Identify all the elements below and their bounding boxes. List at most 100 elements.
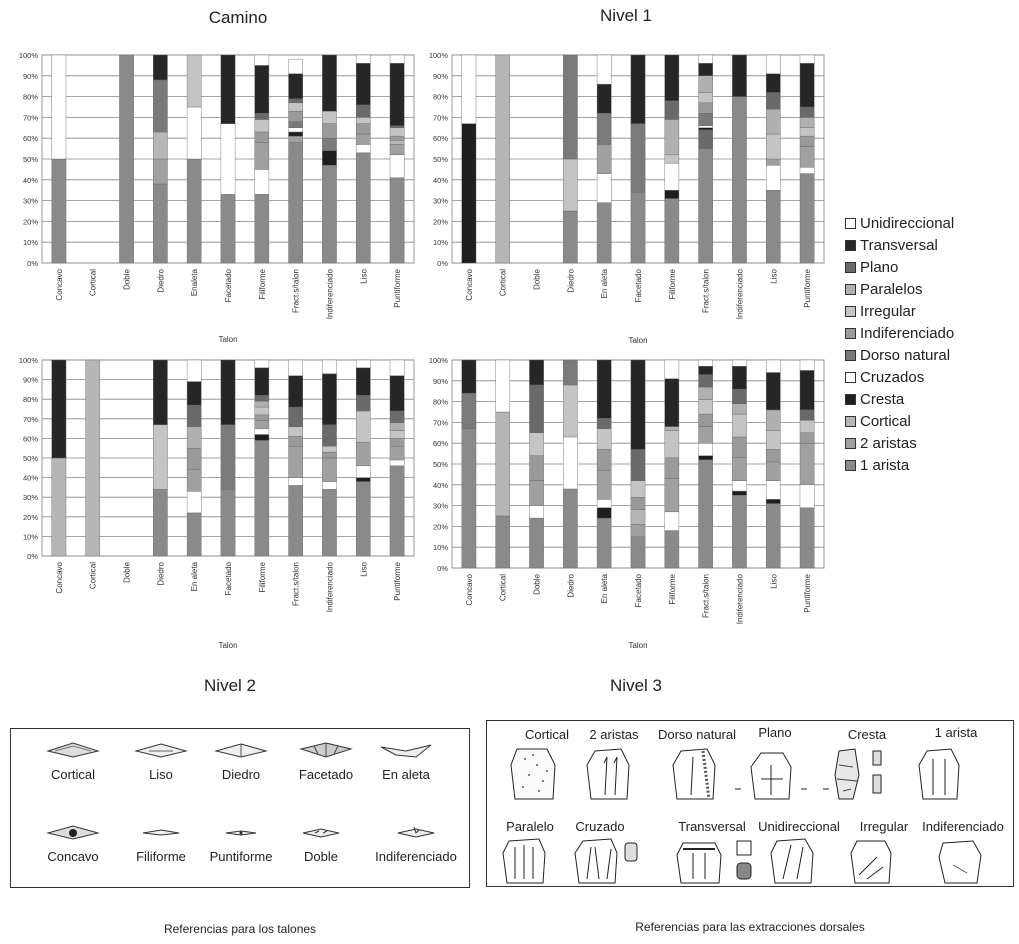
bar-segment-indiferenciado <box>355 123 371 135</box>
y-tick-label: 20% <box>23 513 38 522</box>
bar-segment-2-aristas <box>288 446 303 478</box>
bar-segment-transversal <box>461 359 477 394</box>
bar-segment-2-aristas <box>355 442 371 467</box>
bar-segment-cortical <box>495 54 511 264</box>
legend-label: Cresta <box>860 390 905 408</box>
bar-segment-1-arista <box>389 465 405 557</box>
bar-segment-unidireccional <box>596 54 612 85</box>
legend-item: Irregular <box>845 300 954 322</box>
talones-reference-box: Cortical Liso Diedro Facetado En aleta C… <box>10 728 470 888</box>
bar-segment-1-arista <box>563 488 578 569</box>
x-tick-label: Doble <box>123 268 132 289</box>
bar-segment-2-aristas <box>799 146 815 168</box>
talon-facetado-icon <box>276 739 376 764</box>
bar-segment-plano <box>596 418 612 429</box>
bar-segment-transversal <box>254 65 270 114</box>
bar-segment-1-arista <box>355 481 371 557</box>
x-tick-label: Cortical <box>89 269 98 296</box>
legend-label: Dorso natural <box>860 346 951 364</box>
bar-segment-indiferenciado <box>288 436 303 447</box>
bar-segment-transversal <box>355 367 371 396</box>
bar-segment-2-aristas <box>389 446 405 461</box>
bar-segment-irregular <box>322 446 337 453</box>
x-tick-label: Doble <box>533 573 542 594</box>
x-tick-label: Facetado <box>224 561 233 595</box>
bar-segment-irregular <box>799 127 815 137</box>
talon-label-doble: Doble <box>304 849 338 864</box>
y-tick-label: 10% <box>433 543 448 552</box>
bar-segment-1-arista <box>596 202 612 264</box>
legend-swatch <box>845 327 856 339</box>
bar-segment-cruzados <box>288 477 303 486</box>
bar-segment-cruzados <box>389 459 405 467</box>
bar-segment-unidireccional <box>698 359 713 367</box>
x-tick-label: Doble <box>533 268 542 289</box>
bar-segment-2-aristas <box>732 457 747 481</box>
bar-segment-cresta <box>698 455 713 461</box>
bar-segment-1-arista <box>630 536 646 569</box>
bar-segment-2-aristas <box>664 478 680 513</box>
bar-segment-1-arista <box>461 428 477 569</box>
y-tick-label: 40% <box>23 176 38 185</box>
bar-segment-dorso-natural <box>153 79 168 133</box>
bar-segment-unidireccional <box>288 359 303 376</box>
bar-segment-cruzados <box>355 465 371 478</box>
x-tick-label: Liso <box>359 561 368 576</box>
bar-segment-cruzados <box>732 480 747 492</box>
bar-segment-paralelos <box>765 108 781 135</box>
bar-segment-unidireccional <box>698 54 713 64</box>
legend-item: Dorso natural <box>845 344 954 366</box>
x-tick-label: Cortical <box>89 562 98 589</box>
legend-label: Indiferenciado <box>860 324 955 342</box>
ext-label-cresta: Cresta <box>847 727 887 742</box>
extracciones-reference-box: Cortical 2 aristas Dorso natural Plano C… <box>486 720 1014 887</box>
x-tick-label: Diedro <box>566 268 575 292</box>
bar-segment-transversal <box>596 83 612 114</box>
bar-segment-plano <box>288 98 303 104</box>
x-tick-label: Concavo <box>465 573 474 605</box>
bar-segment-2-aristas <box>186 469 202 492</box>
bar-segment-1-arista <box>254 194 270 264</box>
bar-segment-transversal <box>186 381 202 406</box>
x-tick-label: Cortical <box>499 269 508 296</box>
bar-segment-1-arista <box>596 517 612 569</box>
y-tick-label: 10% <box>23 238 38 247</box>
bar-segment-plano <box>630 449 646 481</box>
bar-segment-unidireccional <box>799 54 815 64</box>
bar-segment-irregular <box>630 480 646 498</box>
bar-segment-1-arista <box>664 198 680 264</box>
y-tick-label: 90% <box>23 376 38 385</box>
bar-segment-1-arista <box>732 495 747 569</box>
y-tick-label: 0% <box>437 564 448 573</box>
x-tick-label: Filiforme <box>668 573 677 604</box>
bar-segment-1-arista <box>698 459 713 569</box>
y-tick-label: 30% <box>433 197 448 206</box>
bar-segment-plano <box>254 395 270 402</box>
legend-item: Unidireccional <box>845 212 954 234</box>
bar-segment-cruzados <box>529 505 544 519</box>
bar-segment-2-aristas <box>630 524 646 538</box>
bar-segment-irregular <box>322 110 337 124</box>
ext-indiferenciado-icon <box>938 840 982 884</box>
bar-segment-2-aristas <box>799 443 815 486</box>
bar-segment-1-arista <box>288 142 303 264</box>
bar-segment-unidireccional <box>51 54 67 160</box>
bar-segment-transversal <box>765 73 781 93</box>
bar-segment-2-aristas <box>389 144 405 156</box>
talon-en-aleta-icon <box>356 739 456 764</box>
x-tick-label: Liso <box>769 573 778 588</box>
bar-segment-indiferenciado <box>664 457 680 479</box>
bar-segment-2-aristas <box>765 461 781 481</box>
bar-segment-plano <box>355 395 371 412</box>
bar-segment-1-arista <box>765 189 781 264</box>
bar-segment-plano <box>186 404 202 427</box>
bar-segment-indiferenciado <box>596 449 612 471</box>
bar-segment-unidireccional <box>765 54 781 74</box>
x-tick-label: En aleta <box>190 561 199 591</box>
bar-segment-cresta <box>254 434 270 441</box>
bar-segment-dorso-natural <box>563 54 578 160</box>
legend-item: Indiferenciado <box>845 322 954 344</box>
bar-segment-indiferenciado <box>765 449 781 463</box>
x-tick-label: Diedro <box>156 561 165 585</box>
y-tick-label: 50% <box>433 460 448 469</box>
